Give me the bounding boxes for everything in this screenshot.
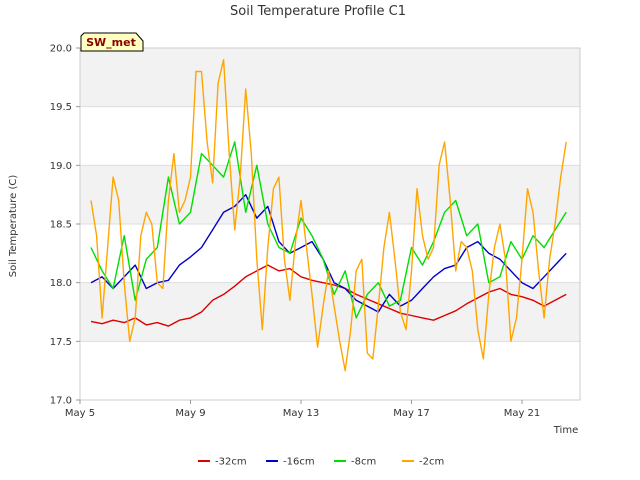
series-lines	[90, 59, 567, 372]
x-tick-label: May 5	[65, 408, 95, 419]
y-tick-label: 18.5	[50, 220, 72, 231]
y-tick-label: 17.5	[50, 337, 72, 348]
plot-band	[80, 282, 580, 342]
legend-label: -2cm	[419, 457, 444, 468]
y-axis-title: Soil Temperature (C)	[8, 175, 19, 278]
legend: -32cm -16cm -8cm -2cm	[198, 457, 444, 468]
y-axis-ticks: 17.0 17.5 18.0 18.5 19.0 19.5 20.0	[50, 44, 80, 407]
legend-label: -32cm	[215, 457, 247, 468]
plot-background	[80, 48, 580, 400]
legend-label: -8cm	[351, 457, 376, 468]
series-line-minus-32cm	[90, 264, 567, 327]
station-badge-label: SW_met	[86, 36, 136, 49]
x-tick-label: May 17	[393, 408, 430, 419]
station-badge-shape	[80, 32, 144, 52]
x-tick-label: May 13	[283, 408, 320, 419]
y-tick-label: 20.0	[50, 44, 72, 55]
legend-label: -16cm	[283, 457, 315, 468]
y-tick-label: 18.0	[50, 278, 72, 289]
x-tick-label: May 21	[504, 408, 541, 419]
plot-band	[80, 341, 580, 400]
y-tick-label: 19.5	[50, 102, 72, 113]
y-tick-label: 17.0	[50, 396, 72, 407]
x-axis-title: Time	[553, 425, 578, 436]
plot-band	[80, 165, 580, 224]
y-tick-label: 19.0	[50, 161, 72, 172]
x-tick-label: May 9	[175, 408, 205, 419]
chart-title: Soil Temperature Profile C1	[230, 4, 406, 19]
series-line-minus-2cm	[90, 59, 567, 372]
plot-band	[80, 48, 580, 107]
x-axis-ticks: May 5 May 9 May 13 May 17 May 21	[65, 400, 540, 419]
station-badge: SW_met	[80, 32, 144, 52]
plot-band	[80, 106, 580, 166]
